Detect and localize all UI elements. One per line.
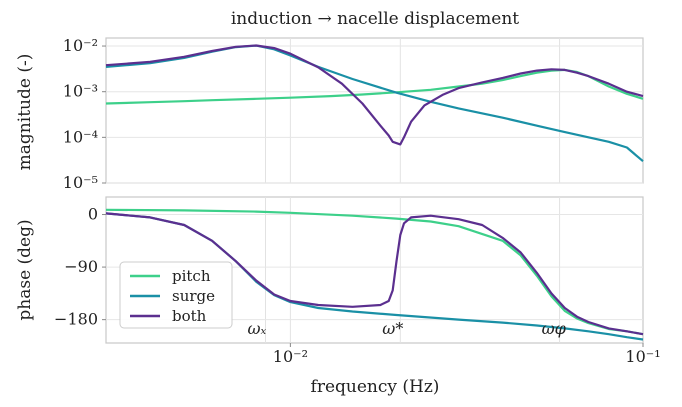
legend-label-both: both <box>172 307 207 325</box>
x-tick-label: 10⁻² <box>273 347 308 366</box>
magnitude-y-tick-label: 10⁻⁴ <box>63 127 98 146</box>
legend-label-pitch: pitch <box>172 267 211 285</box>
x-tick-label: 10⁻¹ <box>625 347 660 366</box>
legend: pitch surge both <box>119 261 233 329</box>
annotation-label: ωₓ <box>247 319 266 338</box>
magnitude-y-axis-label: magnitude (-) <box>15 54 35 171</box>
magnitude-y-tick-label: 10⁻² <box>63 36 98 55</box>
phase-y-tick-label: −90 <box>64 257 98 276</box>
magnitude-y-tick-label: 10⁻⁵ <box>63 173 98 192</box>
phase-y-tick-label: −180 <box>54 310 98 329</box>
magnitude-y-tick-label: 10⁻³ <box>63 82 98 101</box>
legend-box <box>119 261 233 329</box>
annotation-label: ω* <box>382 319 403 338</box>
magnitude-panel: 10⁻² 10⁻³ 10⁻⁴ 10⁻⁵ <box>63 36 644 192</box>
magnitude-frame <box>105 37 644 184</box>
chart-title: induction → nacelle displacement <box>231 9 519 29</box>
magnitude-series-both <box>105 44 644 146</box>
phase-series-both <box>105 212 644 336</box>
legend-label-surge: surge <box>172 287 215 305</box>
plot-layer: 10⁻² 10⁻³ 10⁻⁴ 10⁻⁵ 0 −90 −180 10⁻² 10⁻¹ ωₓ ω* ωφ pi… <box>54 36 661 366</box>
phase-y-tick-label: 0 <box>88 205 98 224</box>
x-axis-label: frequency (Hz) <box>311 377 440 397</box>
phase-y-axis-label: phase (deg) <box>15 219 35 320</box>
annotation-label: ωφ <box>542 319 567 338</box>
